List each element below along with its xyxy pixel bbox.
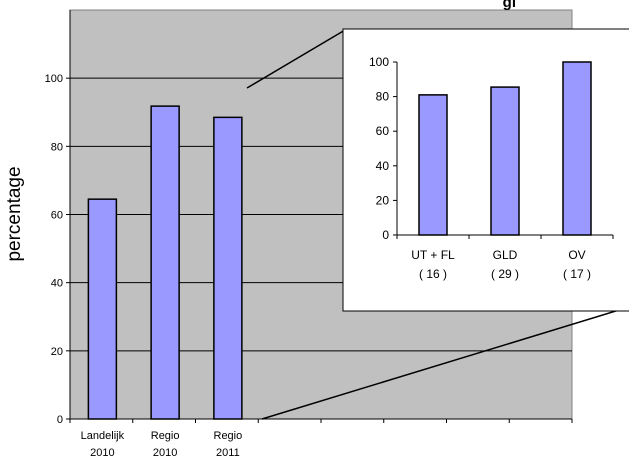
main-x-labels: Landelijk 2010 Regio 2010 Regio 2011 (81, 430, 243, 459)
main-x-tick-label: 2010 (90, 447, 114, 459)
main-y-tick-label: 20 (51, 346, 63, 358)
inset-x-labels: UT + FL ( 16 ) GLD ( 29 ) OV ( 17 ) (411, 248, 591, 281)
inset-y-tick-label: 60 (376, 124, 390, 138)
main-y-tick-label: 80 (51, 141, 63, 153)
inset-x-tick-label: GLD (493, 248, 518, 262)
zoom-connector-top (246, 29, 346, 89)
inset-x-tick-label: UT + FL (411, 248, 455, 262)
y-axis-label: percentage (4, 166, 25, 261)
inset-x-tick-label: ( 29 ) (491, 267, 519, 281)
main-bars (87, 105, 243, 420)
inset-y-ticks: 0 20 40 60 80 100 (369, 55, 614, 242)
main-x-tick-label: 2011 (216, 447, 240, 459)
inset-y-tick-label: 40 (376, 159, 390, 173)
inset-y-tick-label: 20 (376, 193, 390, 207)
inset-x-tick-label: ( 17 ) (563, 267, 591, 281)
main-y-tick-label: 100 (45, 73, 63, 85)
inset-y-tick-label: 80 (376, 90, 390, 104)
main-category-dividers (69, 419, 573, 423)
inset-bar (562, 61, 592, 236)
main-x-tick-label: 2010 (153, 447, 177, 459)
chart-title-fragment: gi (503, 0, 516, 11)
main-y-ticks: 0 20 40 60 80 100 (45, 73, 70, 426)
inset-y-tick-label: 100 (369, 55, 389, 69)
main-bar (87, 198, 118, 420)
main-bar (213, 116, 243, 420)
main-y-tick-label: 60 (51, 210, 63, 222)
main-y-tick-label: 40 (51, 278, 63, 290)
main-x-tick-label: Landelijk (81, 430, 125, 442)
main-x-tick-label: Regio (151, 430, 180, 442)
main-y-tick-label: 0 (57, 414, 63, 426)
main-bar (150, 105, 180, 420)
inset-x-tick-label: OV (568, 248, 585, 262)
inset-y-tick-label: 0 (382, 228, 389, 242)
zoom-connector-bottom (261, 306, 629, 420)
inset-bar (418, 94, 448, 236)
inset-x-tick-label: ( 16 ) (419, 267, 447, 281)
inset-bar (490, 86, 520, 236)
main-x-tick-label: Regio (214, 430, 243, 442)
